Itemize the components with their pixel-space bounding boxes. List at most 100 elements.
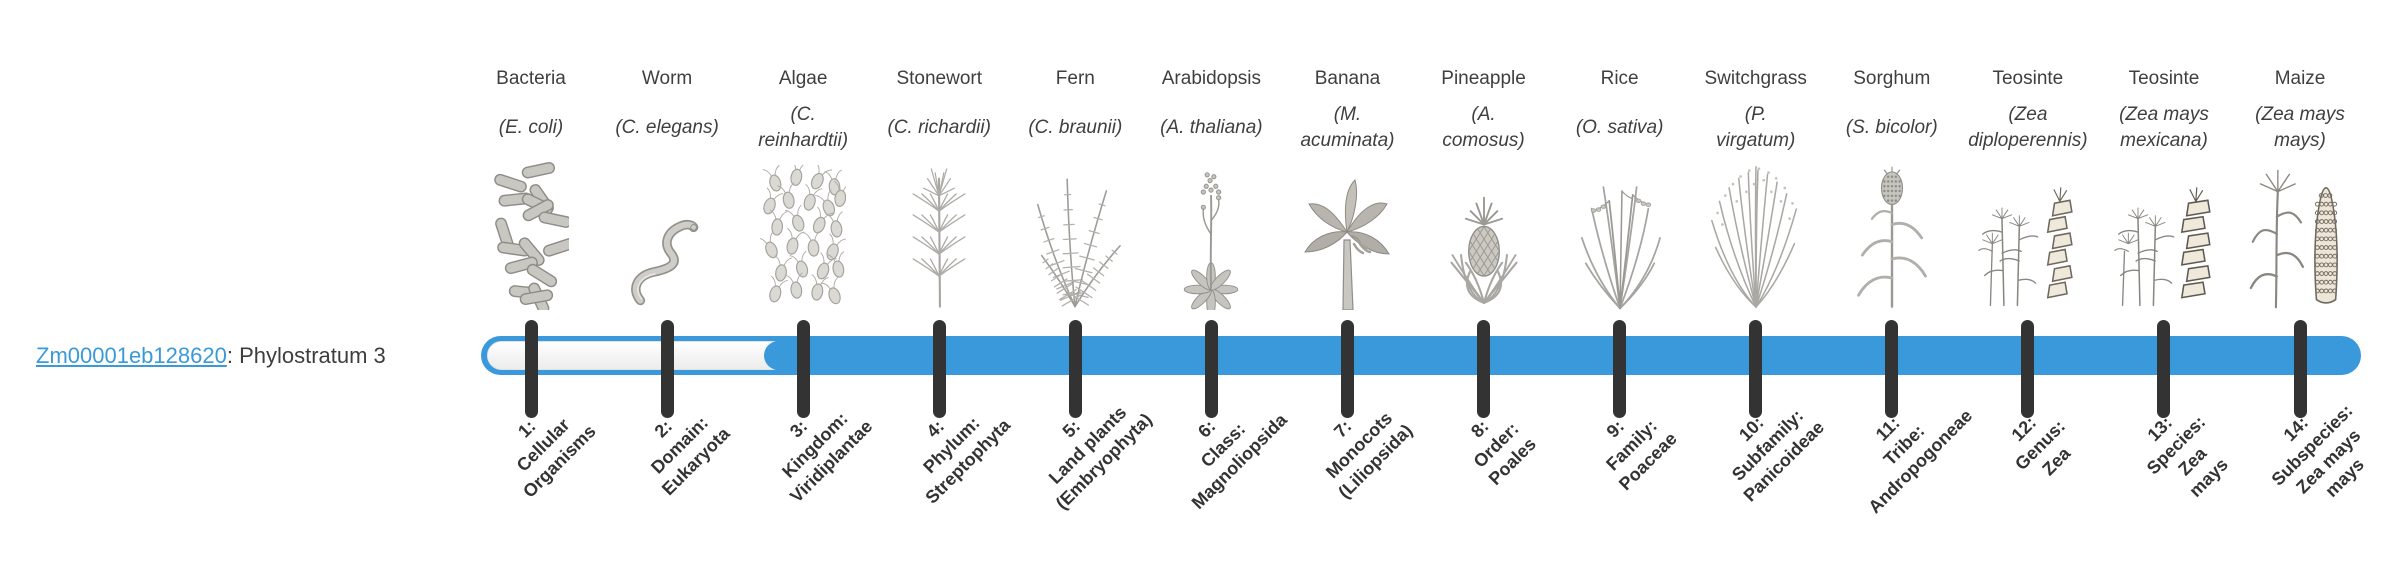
arabidopsis-icon: [1149, 158, 1273, 310]
stratum-label: 8: Order: Poales: [1382, 416, 1562, 490]
stratum-tick: [1613, 320, 1627, 418]
stratum-tick: [2021, 320, 2035, 418]
stratum-label-line: Subspecies:: [2267, 400, 2357, 490]
organism-scientific-name: (C. elegans): [593, 96, 741, 160]
organism-scientific-name: (E. coli): [457, 96, 605, 160]
stratum-label-line: (Embryophyta): [1051, 409, 1156, 514]
stratum-label-line: Phylum:: [919, 412, 984, 478]
stratum-label-line: Land plants: [1044, 402, 1131, 488]
stratum-label-text: 2: Domain: Eukaryota: [624, 390, 734, 500]
stratum-label-line: Cellular: [512, 414, 574, 476]
stratum-tick: [2157, 320, 2171, 418]
phylostratum-bar-fill: [764, 341, 2357, 370]
scientific-name-line: mexicana): [2120, 130, 2208, 151]
stratum-label: 12: Genus: Zea: [1926, 413, 2106, 490]
organism-scientific-name: (O. sativa): [1546, 96, 1694, 160]
stratum-label-line: Magnoliopsida: [1188, 409, 1292, 513]
organism-scientific-name: (Zea diploperennis): [1954, 96, 2102, 160]
stratum-tick: [1477, 320, 1491, 418]
stratum-label-text: 11: Tribe: Andropogoneae: [1831, 372, 1977, 518]
stratum-tick: [1749, 320, 1763, 418]
scientific-name-line: (Zea mays: [2255, 104, 2345, 125]
organism-name: Stonewort: [896, 68, 982, 89]
gene-separator: :: [226, 343, 240, 368]
banana-icon: [1285, 158, 1409, 310]
stratum-label-line: Poaceae: [1615, 428, 1681, 495]
stratum-label-line: Tribe:: [1879, 420, 1929, 470]
scientific-name-line: (C. braunii): [1028, 117, 1123, 138]
stratum-label-line: Monocots: [1322, 407, 1397, 483]
scientific-name-line: (A. thaliana): [1160, 117, 1263, 138]
scientific-name-line: acuminata): [1300, 130, 1395, 151]
scientific-name-line: mays): [2274, 130, 2326, 151]
scientific-name-line: (S. bicolor): [1845, 117, 1938, 138]
stratum-tick: [660, 320, 674, 418]
sorghum-icon: [1830, 158, 1954, 310]
stratum-tick: [1068, 320, 1082, 418]
stratum-label-line: Viridiplantae: [786, 416, 877, 507]
stratum-label-text: 9: Family: Poaceae: [1582, 395, 1682, 495]
scientific-name-line: (Zea: [2008, 104, 2048, 125]
stratum-label-text: 14: Subspecies: Zea mays mays: [2251, 384, 2391, 524]
algae-icon: [741, 158, 865, 310]
stratum-label-line: Kingdom:: [778, 408, 852, 482]
scientific-name-line: (C. richardii): [887, 117, 991, 138]
organism-name: Arabidopsis: [1161, 68, 1262, 89]
organism-scientific-name: (Zea mays mays): [2226, 96, 2374, 160]
stratum-label-line: Family:: [1602, 415, 1662, 475]
stratum-tick: [932, 320, 946, 418]
stratum-tick: [1204, 320, 1218, 418]
organism-scientific-name: (S. bicolor): [1818, 96, 1966, 160]
organism-name: Fern: [1055, 68, 1095, 89]
stratum-label-line: Species:: [2142, 411, 2210, 479]
stratum-label-line: Panicoideae: [1739, 417, 1829, 506]
fern-icon: [1013, 158, 1137, 310]
stratum-label-line: Eukaryota: [657, 423, 734, 500]
stratum-label: 11: Tribe: Andropogoneae: [1790, 405, 1976, 517]
stratum-label-line: mays: [2321, 454, 2368, 501]
stratum-tick: [1885, 320, 1899, 418]
stratum-label-line: Order:: [1469, 418, 1523, 472]
scientific-name-line: (E. coli): [498, 117, 564, 138]
scientific-name-line: (M.: [1333, 104, 1362, 125]
stratum-label-line: Genus:: [2010, 416, 2069, 475]
gene-label: Zm00001eb128620: Phylostratum 3: [36, 343, 386, 369]
stratum-label: 2: Domain: Eukaryota: [565, 413, 745, 500]
organism-scientific-name: (M. acuminata): [1273, 96, 1421, 160]
stratum-label-line: Streptophyta: [921, 414, 1014, 508]
organism-name: Switchgrass: [1704, 68, 1807, 89]
stratum-label: 6: Class: Magnoliopsida: [1109, 410, 1291, 513]
stratum-label-line: Andropogoneae: [1864, 405, 1976, 518]
stratum-label-text: 4: Phylum: Streptophyta: [888, 382, 1015, 509]
scientific-name-line: (O. sativa): [1575, 117, 1664, 138]
gene-id-link[interactable]: Zm00001eb128620: [36, 343, 227, 368]
pineapple-icon: [1422, 158, 1546, 310]
stratum-label-line: Zea: [2174, 443, 2211, 480]
stratum-label-text: 8: Order: Poales: [1451, 400, 1541, 490]
organism-scientific-name: (C. richardii): [865, 96, 1013, 160]
stratum-label-text: 10: Subfamily: Panicoideae: [1707, 384, 1830, 507]
scientific-name-line: (C. elegans): [615, 117, 719, 138]
teosinte-mex-icon: [2102, 158, 2226, 310]
stratum-label-line: Organisms: [518, 420, 600, 502]
stratum-label-text: 1: Cellular Organisms: [486, 388, 601, 503]
organism-name: Sorghum: [1853, 68, 1931, 89]
stratum-tick: [796, 320, 810, 418]
phylostratum-bar: [481, 336, 2361, 375]
stratum-tick: [1340, 320, 1354, 418]
organism-name: Banana: [1314, 68, 1381, 89]
organism-name: Teosinte: [2128, 68, 2200, 89]
scientific-name-line: (Zea mays: [2119, 104, 2209, 125]
stratum-label: 3: Kingdom: Viridiplantae: [701, 408, 881, 506]
stratum-label: 13: Species: Zea mays: [2062, 412, 2242, 513]
stratum-label-line: Subfamily:: [1728, 405, 1808, 485]
organism-name: Maize: [2274, 68, 2326, 89]
stonewort-icon: [877, 158, 1001, 310]
stratum-label-text: 13: Species: Zea mays: [2126, 395, 2243, 512]
stratum-label-line: Zea: [2038, 443, 2075, 480]
stratum-label-line: Class:: [1197, 418, 1250, 472]
scientific-name-line: diploperennis): [1968, 130, 2088, 151]
stratum-label-line: (Liliopsida): [1334, 420, 1417, 503]
worm-icon: [605, 158, 729, 310]
